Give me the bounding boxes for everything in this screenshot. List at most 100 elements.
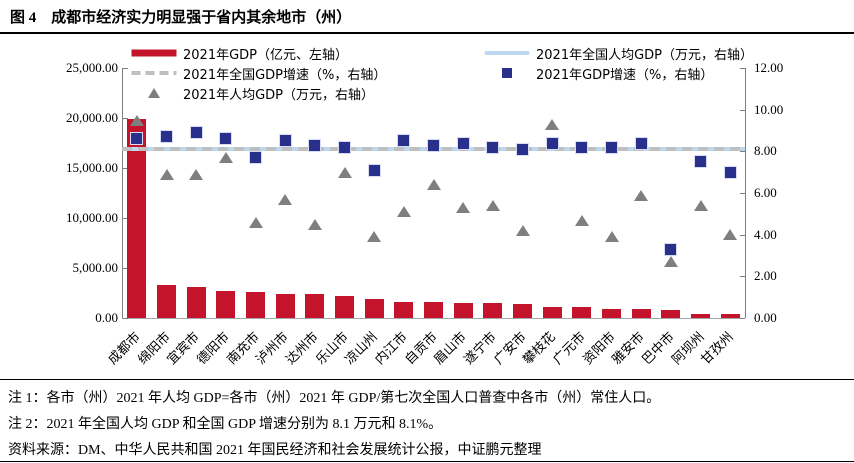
title-divider xyxy=(0,32,854,34)
notes-top-divider xyxy=(0,379,854,380)
gdp-growth-square xyxy=(516,142,529,156)
note-2: 注 2：2021 年全国人均 GDP 和全国 GDP 增速分别为 8.1 万元和… xyxy=(8,417,443,432)
per-capita-triangle xyxy=(426,179,441,191)
left-axis-tick xyxy=(123,318,128,319)
gdp-growth-square xyxy=(338,140,351,154)
left-legend-row: 2021年人均GDP（万元，右轴） xyxy=(130,83,386,103)
gdp-bar xyxy=(453,302,473,318)
per-capita-triangle xyxy=(634,189,649,201)
per-capita-triangle xyxy=(723,229,738,241)
gdp-growth-square xyxy=(664,242,678,256)
per-capita-triangle xyxy=(545,118,560,130)
lightblue-line-marker xyxy=(483,45,531,61)
gdp-bar xyxy=(216,291,236,318)
gdp-growth-square xyxy=(367,163,381,177)
legend-label: 2021年GDP增速（%，右轴） xyxy=(536,67,714,83)
gdp-bar xyxy=(720,313,740,318)
gdp-bar xyxy=(394,301,414,318)
gdp-bar xyxy=(631,309,651,318)
per-capita-triangle xyxy=(693,200,708,211)
left-legend-row: 2021年GDP（亿元、左轴） xyxy=(130,43,386,63)
blue-square-marker xyxy=(483,65,531,81)
per-capita-triangle xyxy=(189,168,204,180)
left-axis-line xyxy=(122,68,123,318)
gdp-growth-square xyxy=(634,136,648,150)
left-axis-tick xyxy=(123,218,128,219)
gdp-growth-square xyxy=(397,134,411,148)
per-capita-triangle xyxy=(129,114,144,126)
gray-dashed-line-marker xyxy=(130,65,178,81)
gdp-growth-square xyxy=(278,134,292,148)
left-axis-tick xyxy=(123,268,128,269)
notes-bottom-divider xyxy=(0,461,854,462)
per-capita-triangle xyxy=(574,214,589,226)
gdp-bar xyxy=(127,118,147,318)
gdp-bar xyxy=(157,284,176,318)
per-capita-triangle xyxy=(337,166,352,178)
per-capita-triangle xyxy=(307,218,322,230)
per-capita-triangle xyxy=(278,193,293,205)
per-capita-triangle xyxy=(248,216,263,228)
gdp-growth-square xyxy=(456,136,470,150)
gdp-bar xyxy=(275,293,295,318)
gdp-bar xyxy=(602,308,621,318)
gdp-bar xyxy=(364,298,384,318)
gdp-growth-square xyxy=(189,126,203,140)
left-axis-tick-label: 0.00 xyxy=(95,310,118,325)
left-axis-tick-label: 25,000.00 xyxy=(66,60,118,75)
gdp-bar xyxy=(691,313,710,318)
gdp-bar xyxy=(246,291,265,318)
gdp-growth-square xyxy=(160,130,173,144)
gdp-growth-square xyxy=(130,132,144,146)
right-axis-tick xyxy=(740,276,745,278)
gdp-growth-square xyxy=(605,140,618,154)
right-axis-tick xyxy=(740,193,745,194)
gdp-bar xyxy=(483,303,503,318)
right-legend-row: 2021年全国人均GDP（万元，右轴） xyxy=(483,43,753,63)
legend-label: 2021年人均GDP（万元，右轴） xyxy=(183,87,375,103)
lightblue-line-marker-shape xyxy=(484,51,530,55)
gdp-bar xyxy=(542,306,562,318)
per-capita-triangle xyxy=(515,225,530,236)
gdp-growth-square xyxy=(723,165,737,179)
per-capita-triangle xyxy=(396,206,411,218)
gdp-growth-square xyxy=(575,140,589,154)
right-axis-tick xyxy=(740,109,745,111)
gdp-bar xyxy=(572,307,592,318)
right-axis-tick-label: 0.00 xyxy=(754,310,777,325)
left-axis-tick-label: 20,000.00 xyxy=(66,110,118,125)
legend-right-column: 2021年全国人均GDP（万元，右轴） 2021年GDP增速（%，右轴） xyxy=(483,43,753,83)
left-axis-tick-label: 15,000.00 xyxy=(66,160,118,175)
right-axis-tick xyxy=(740,234,745,236)
plot-stage: 25,000.00 20,000.00 15,000.00 10,000.00 5,00… xyxy=(66,60,784,368)
gdp-growth-square xyxy=(694,155,707,169)
right-axis-tick xyxy=(740,151,745,153)
gdp-growth-square xyxy=(249,151,262,165)
right-axis-tick-label: 2.00 xyxy=(754,268,777,284)
gdp-growth-square xyxy=(219,132,233,146)
gray-triangle-marker xyxy=(130,85,178,101)
gray-dashed-line-marker-shape xyxy=(131,71,177,75)
right-axis-tick-label: 10.00 xyxy=(754,101,784,117)
left-legend-row: 2021年全国GDP增速（%，右轴） xyxy=(130,63,386,83)
blue-square-marker-shape xyxy=(502,68,512,78)
right-axis-line xyxy=(745,68,746,318)
gdp-bar xyxy=(335,295,354,318)
gdp-bar xyxy=(661,310,681,318)
legend-label: 2021年GDP（亿元、左轴） xyxy=(183,47,349,63)
figure-title: 图 4 成都市经济实力明显强于省内其余地市（州） xyxy=(10,10,352,26)
red-line-marker-shape xyxy=(131,49,177,57)
left-axis-tick xyxy=(123,118,128,119)
gdp-growth-square xyxy=(308,138,322,152)
right-axis-tick-label: 6.00 xyxy=(754,185,777,200)
per-capita-triangle xyxy=(159,168,174,180)
legend-label: 2021年全国GDP增速（%，右轴） xyxy=(183,67,387,83)
right-axis-tick xyxy=(740,318,745,319)
left-axis-tick-label: 5,000.00 xyxy=(72,260,119,275)
note-1: 注 1：各市（州）2021 年人均 GDP=各市（州）2021 年 GDP/第七… xyxy=(8,391,661,406)
gdp-bar xyxy=(305,294,325,318)
right-legend-row: 2021年GDP增速（%，右轴） xyxy=(483,63,753,83)
red-line-marker xyxy=(130,45,178,61)
per-capita-triangle xyxy=(367,231,382,243)
per-capita-triangle xyxy=(456,202,471,214)
